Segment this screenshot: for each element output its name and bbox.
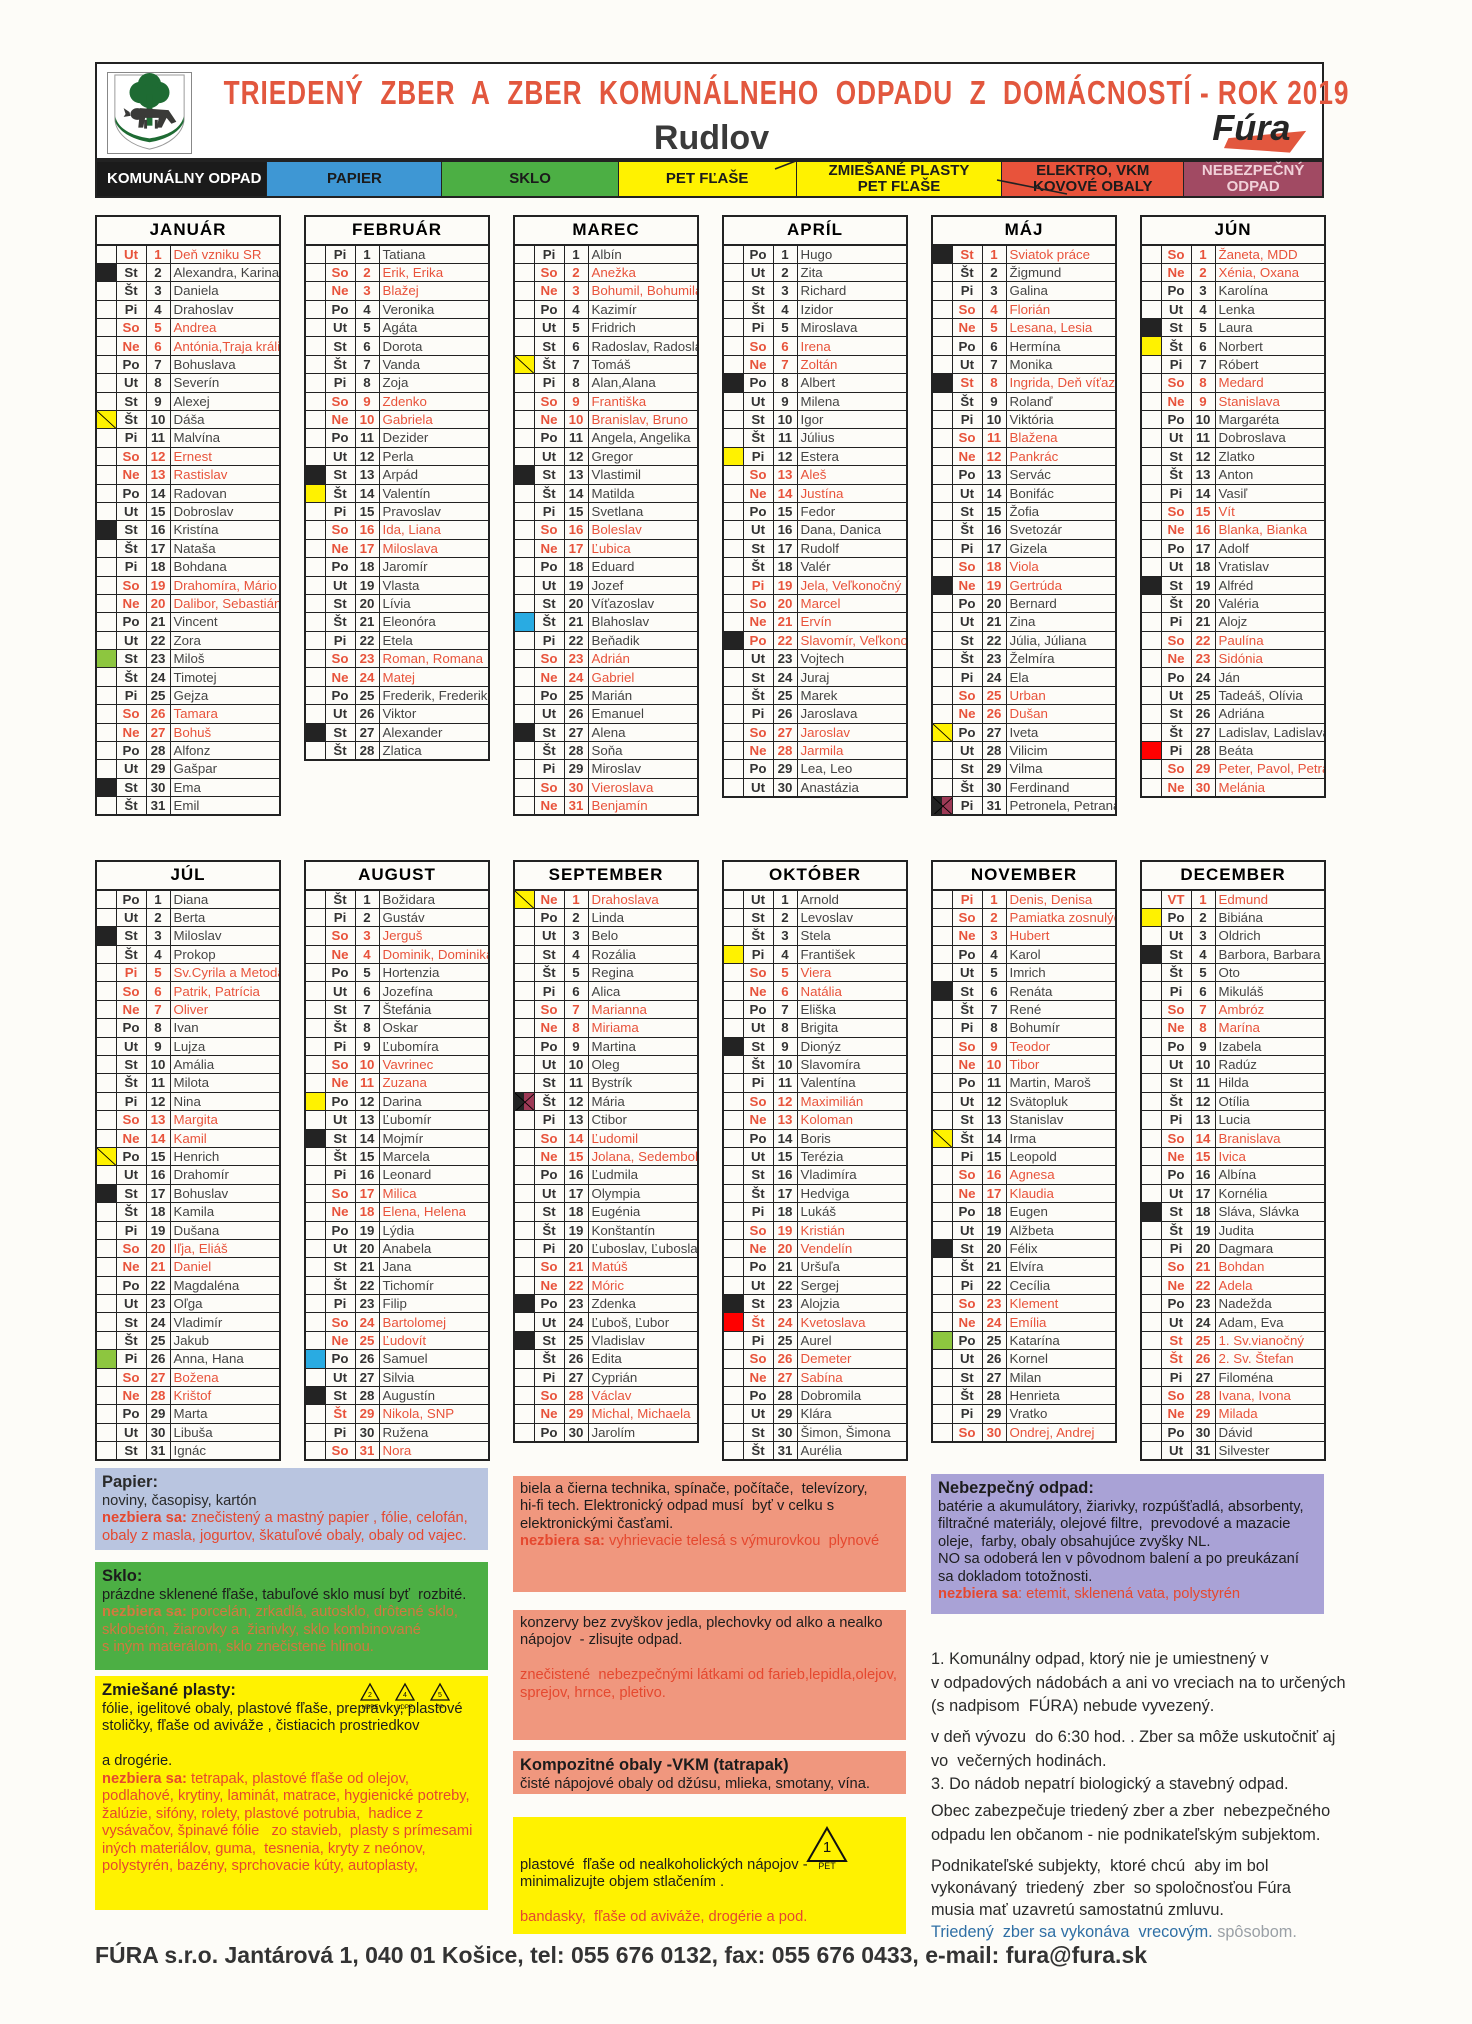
- svg-text:2: 2: [368, 1692, 372, 1699]
- svg-text:LDPE: LDPE: [397, 1705, 413, 1711]
- svg-text:PP: PP: [436, 1705, 444, 1711]
- svg-text:1: 1: [823, 1839, 831, 1856]
- svg-text:4: 4: [403, 1692, 407, 1699]
- svg-text:PET: PET: [818, 1861, 836, 1871]
- svg-text:5: 5: [438, 1692, 442, 1699]
- svg-text:HDPE: HDPE: [362, 1705, 379, 1711]
- svg-text:Fúra: Fúra: [1212, 107, 1290, 148]
